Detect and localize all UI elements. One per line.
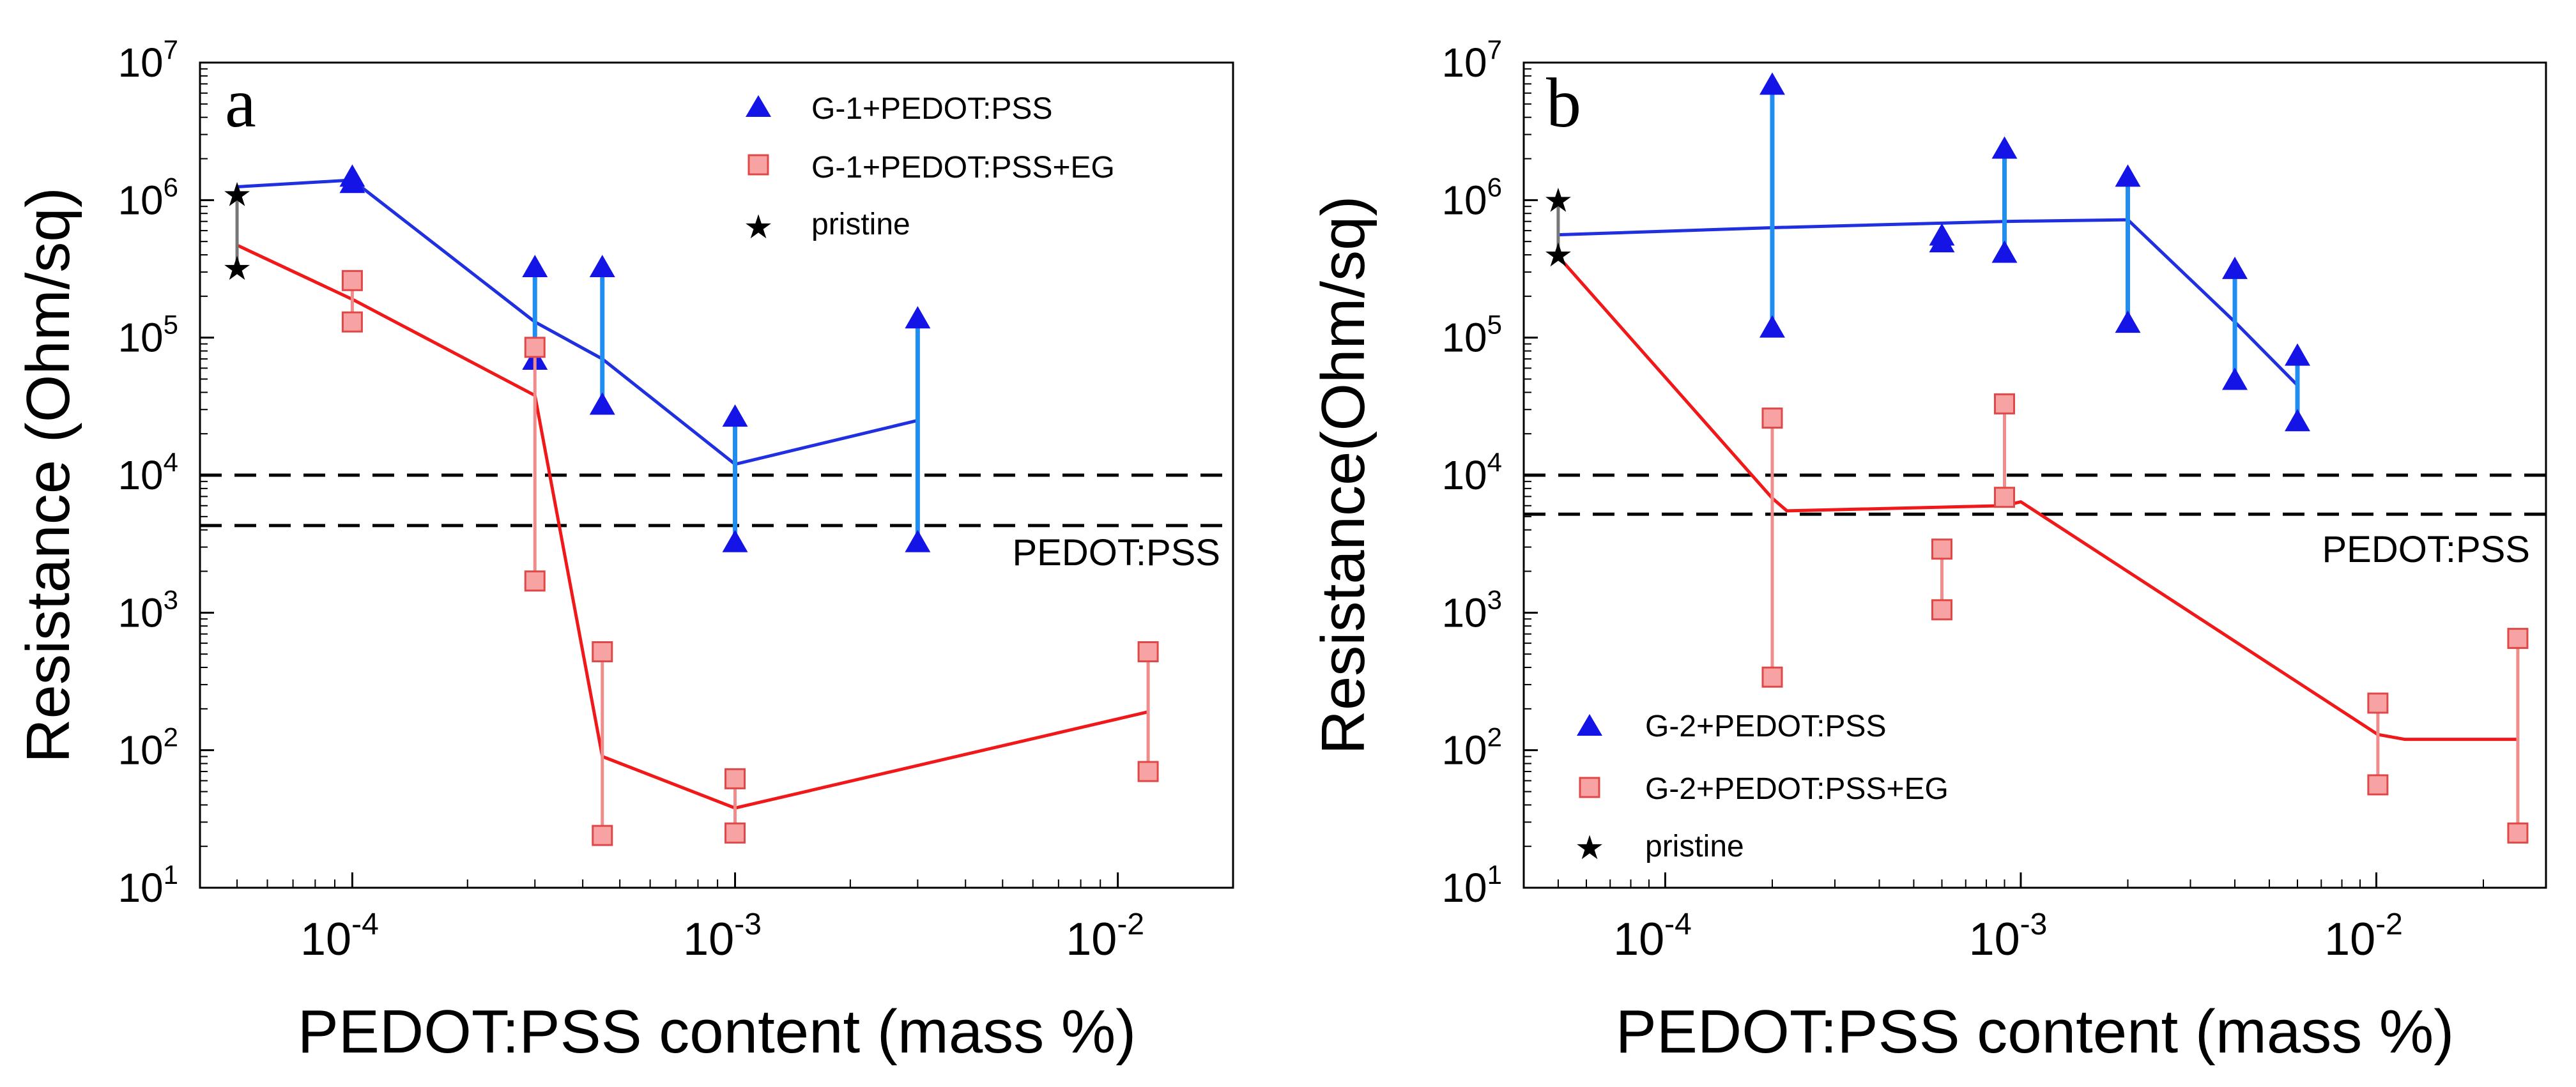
y-tick-label: 101 bbox=[118, 860, 178, 911]
data-point-triangle bbox=[1759, 72, 1785, 95]
panel-a-plot-content: ★★ bbox=[200, 164, 1233, 846]
data-point-square bbox=[2507, 628, 2529, 650]
data-point-square bbox=[341, 311, 363, 333]
data-point-square bbox=[724, 822, 746, 844]
legend-item-pristine: pristine bbox=[1645, 830, 1744, 863]
data-point-square bbox=[1931, 538, 1953, 560]
y-tick-label: 104 bbox=[1441, 447, 1502, 498]
data-point-square bbox=[1761, 407, 1783, 429]
panel-b-axis-ticks: 101 102 103 104 105 106 107 10-4 10-3 10-2 bbox=[1441, 34, 2547, 965]
legend-item-g2-pedot: G-2+PEDOT:PSS bbox=[1645, 710, 1886, 743]
y-tick-label: 107 bbox=[1441, 34, 1502, 86]
data-point-square bbox=[524, 337, 546, 358]
legend-item-g1-pedot: G-1+PEDOT:PSS bbox=[811, 92, 1052, 126]
data-point-square bbox=[592, 641, 613, 662]
panel-b-plot-content: ★★ bbox=[1524, 72, 2546, 844]
panel-a-y-axis-title: Resistance (Ohm/sq) bbox=[14, 187, 82, 763]
panel-a-letter: a bbox=[225, 64, 256, 142]
x-tick-label: 10-4 bbox=[1613, 908, 1692, 965]
data-point-square bbox=[2507, 822, 2529, 844]
panel-a-reference-label: PEDOT:PSS bbox=[1012, 532, 1220, 574]
legend-triangle-marker bbox=[746, 95, 771, 117]
data-point-triangle bbox=[2285, 343, 2311, 366]
data-point-square bbox=[1761, 666, 1783, 688]
data-point-star: ★ bbox=[1544, 182, 1574, 219]
trend-line-pedot bbox=[1558, 218, 2299, 387]
y-tick-label: 101 bbox=[1441, 860, 1502, 911]
legend-square-marker bbox=[747, 154, 769, 176]
data-point-triangle bbox=[905, 306, 931, 329]
legend-triangle-marker bbox=[1577, 714, 1602, 736]
data-point-square bbox=[2367, 774, 2389, 796]
y-tick-label: 106 bbox=[1441, 172, 1502, 223]
data-point-square bbox=[1137, 761, 1159, 782]
data-point-triangle bbox=[905, 529, 931, 552]
data-point-triangle bbox=[722, 529, 748, 552]
y-tick-label: 102 bbox=[118, 722, 178, 773]
panel-a-legend: G-1+PEDOT:PSS G-1+PEDOT:PSS+EG ★ pristin… bbox=[744, 92, 1115, 246]
data-point-triangle bbox=[2222, 256, 2248, 279]
panel-b-reference-label: PEDOT:PSS bbox=[2322, 529, 2530, 570]
data-point-star: ★ bbox=[222, 250, 252, 287]
data-point-square bbox=[724, 768, 746, 789]
y-tick-label: 105 bbox=[118, 310, 178, 361]
x-tick-label: 10-4 bbox=[300, 908, 379, 965]
data-point-triangle bbox=[1759, 315, 1785, 338]
y-tick-label: 105 bbox=[1441, 310, 1502, 361]
y-tick-label: 103 bbox=[1441, 584, 1502, 635]
panel-a-axis-ticks: 101 102 103 104 105 106 107 10-4 10-3 10-2 bbox=[118, 34, 1234, 965]
y-tick-label: 104 bbox=[118, 447, 178, 498]
trend-line-pedot-eg bbox=[236, 243, 1149, 810]
legend-square-marker bbox=[1579, 777, 1600, 798]
data-point-triangle bbox=[589, 255, 615, 278]
panel-b-legend: G-2+PEDOT:PSS G-2+PEDOT:PSS+EG ★ pristin… bbox=[1575, 710, 1949, 867]
data-point-triangle bbox=[2285, 409, 2311, 432]
panel-b-x-axis-title: PEDOT:PSS content (mass %) bbox=[1616, 998, 2454, 1066]
panel-b-y-axis-title: Resistance(Ohm/sq) bbox=[1309, 196, 1377, 755]
legend-item-pristine: pristine bbox=[811, 208, 910, 241]
data-point-triangle bbox=[1929, 223, 1955, 246]
data-point-star: ★ bbox=[1544, 237, 1574, 274]
x-tick-label: 10-2 bbox=[2324, 908, 2403, 965]
y-tick-label: 103 bbox=[118, 584, 178, 635]
data-point-square bbox=[1137, 641, 1159, 662]
x-tick-label: 10-3 bbox=[683, 908, 762, 965]
legend-star-marker: ★ bbox=[744, 209, 774, 246]
legend-item-g1-pedot-eg: G-1+PEDOT:PSS+EG bbox=[811, 151, 1115, 185]
data-point-square bbox=[592, 825, 613, 846]
data-point-star: ★ bbox=[222, 176, 252, 213]
data-point-square bbox=[524, 570, 546, 592]
data-point-square bbox=[1994, 487, 2016, 508]
data-point-square bbox=[1994, 393, 2016, 414]
trend-line-pedot bbox=[236, 178, 918, 466]
data-point-triangle bbox=[2222, 367, 2248, 390]
data-point-triangle bbox=[339, 164, 365, 187]
y-tick-label: 102 bbox=[1441, 722, 1502, 773]
data-point-square bbox=[341, 270, 363, 291]
panel-b-letter: b bbox=[1546, 64, 1581, 142]
data-point-triangle bbox=[522, 255, 548, 278]
legend-item-g2-pedot-eg: G-2+PEDOT:PSS+EG bbox=[1645, 772, 1949, 806]
y-tick-label: 106 bbox=[118, 172, 178, 223]
data-point-triangle bbox=[1991, 136, 2018, 159]
data-point-triangle bbox=[722, 404, 748, 427]
data-point-triangle bbox=[2115, 164, 2141, 187]
data-point-triangle bbox=[1991, 240, 2018, 263]
legend-star-marker: ★ bbox=[1575, 830, 1605, 867]
data-point-triangle bbox=[2115, 310, 2141, 333]
x-tick-label: 10-2 bbox=[1066, 908, 1144, 965]
panel-a-x-axis-title: PEDOT:PSS content (mass %) bbox=[298, 998, 1136, 1066]
data-point-square bbox=[2367, 692, 2389, 714]
x-tick-label: 10-3 bbox=[1969, 908, 2048, 965]
y-tick-label: 107 bbox=[118, 34, 178, 86]
data-point-triangle bbox=[589, 392, 615, 415]
data-point-square bbox=[1931, 599, 1953, 621]
